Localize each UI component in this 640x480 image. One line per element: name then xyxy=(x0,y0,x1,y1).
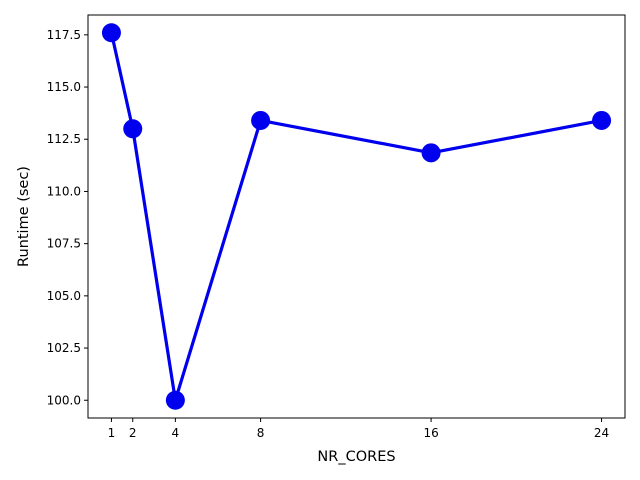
y-tick-label: 110.0 xyxy=(47,184,81,198)
x-axis-label: NR_CORES xyxy=(317,449,395,465)
y-tick-label: 107.5 xyxy=(47,237,81,251)
x-tick-label: 24 xyxy=(594,426,609,440)
y-tick-label: 112.5 xyxy=(47,132,81,146)
data-point xyxy=(421,143,441,163)
x-tick-label: 1 xyxy=(108,426,116,440)
y-tick-label: 115.0 xyxy=(47,80,81,94)
series-group xyxy=(101,23,612,410)
y-axis-label: Runtime (sec) xyxy=(16,166,32,267)
data-point xyxy=(251,110,271,130)
series-line xyxy=(109,32,602,402)
y-tick-label: 102.5 xyxy=(47,341,81,355)
data-point xyxy=(123,119,143,139)
y-tick-label: 117.5 xyxy=(47,28,81,42)
x-tick-label: 16 xyxy=(423,426,438,440)
x-tick-label: 8 xyxy=(257,426,265,440)
plot-frame xyxy=(87,14,626,419)
x-tick-label: 2 xyxy=(129,426,137,440)
data-point xyxy=(592,110,612,130)
data-point xyxy=(101,23,121,43)
y-tick-label: 100.0 xyxy=(47,393,81,407)
y-tick-label: 105.0 xyxy=(47,289,81,303)
axis-ticks: 1 2 4 8 16 24100.0102.5105.0107.5110.0112.511… xyxy=(47,28,610,440)
x-tick-label: 4 xyxy=(172,426,180,440)
data-point xyxy=(165,390,185,410)
